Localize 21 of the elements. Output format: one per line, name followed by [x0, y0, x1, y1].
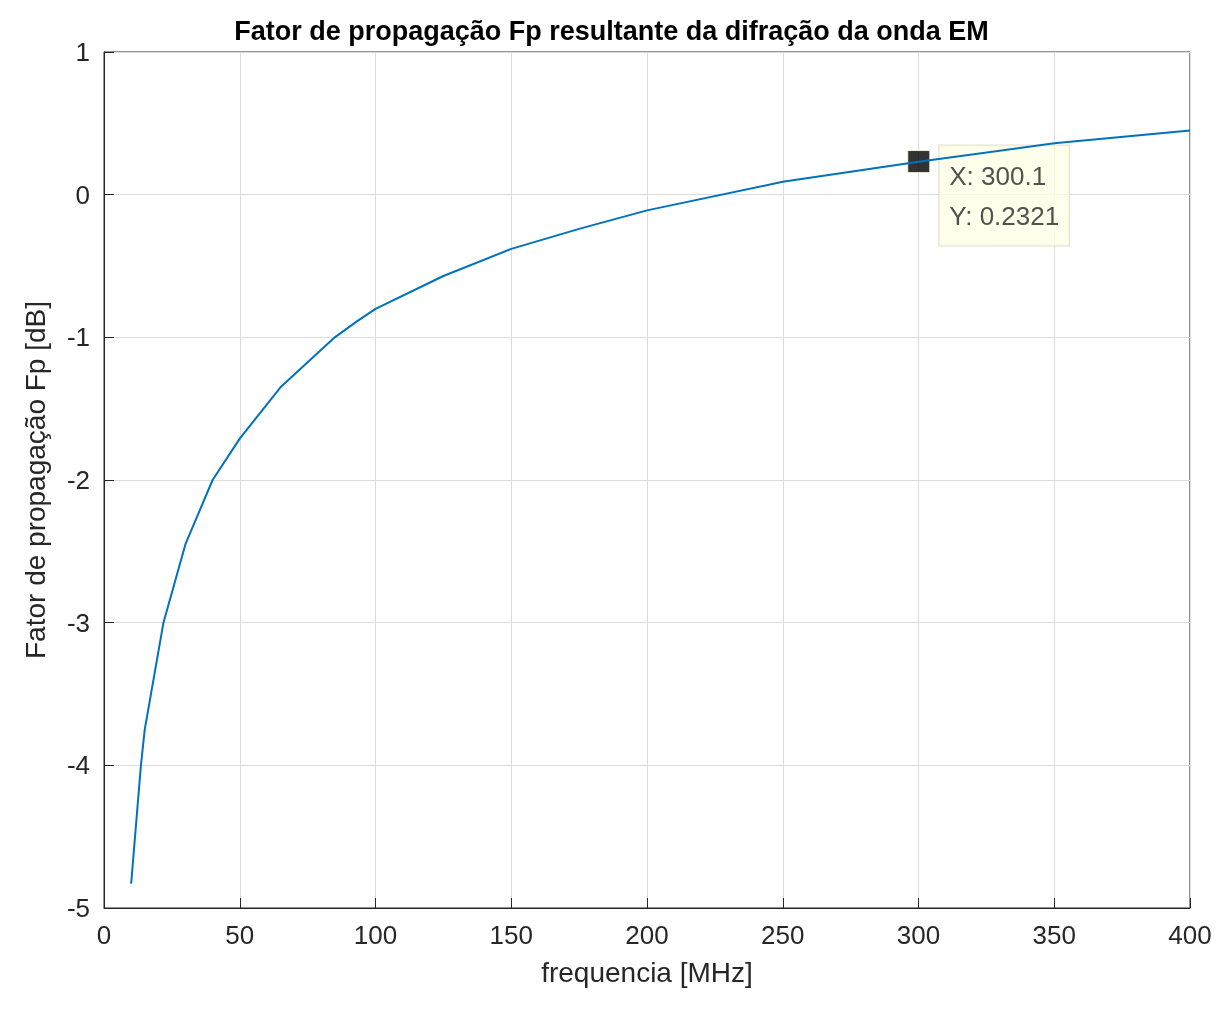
y-axis-title: Fator de propagação Fp [dB] [19, 301, 51, 659]
x-tick-label: 150 [489, 920, 533, 950]
x-axis-title: frequencia [MHz] [541, 956, 753, 988]
chart-title: Fator de propagação Fp resultante da difração da onda EM [234, 15, 989, 46]
x-tick-label: 350 [1032, 920, 1076, 950]
x-tick-label: 300 [896, 920, 941, 950]
y-tick-label: -2 [66, 465, 90, 495]
y-tick-label: 1 [75, 37, 90, 67]
x-tick-label: 50 [225, 920, 255, 950]
x-tick-label: 200 [625, 920, 669, 950]
x-tick-label: 250 [761, 920, 805, 950]
x-tick-label: 400 [1168, 920, 1212, 950]
y-tick-label: -3 [66, 607, 90, 638]
y-tick-label: -5 [66, 893, 90, 923]
x-tick-label: 100 [353, 920, 398, 950]
y-tick-label: -1 [66, 322, 90, 353]
annotation: X: 300.1 Y: 0.2321 [949, 160, 1060, 231]
y-tick-label: 0 [75, 179, 90, 210]
y-tick-label: -4 [66, 750, 90, 781]
x-tick-label: 0 [96, 920, 112, 950]
line-series [130, 129, 1191, 885]
